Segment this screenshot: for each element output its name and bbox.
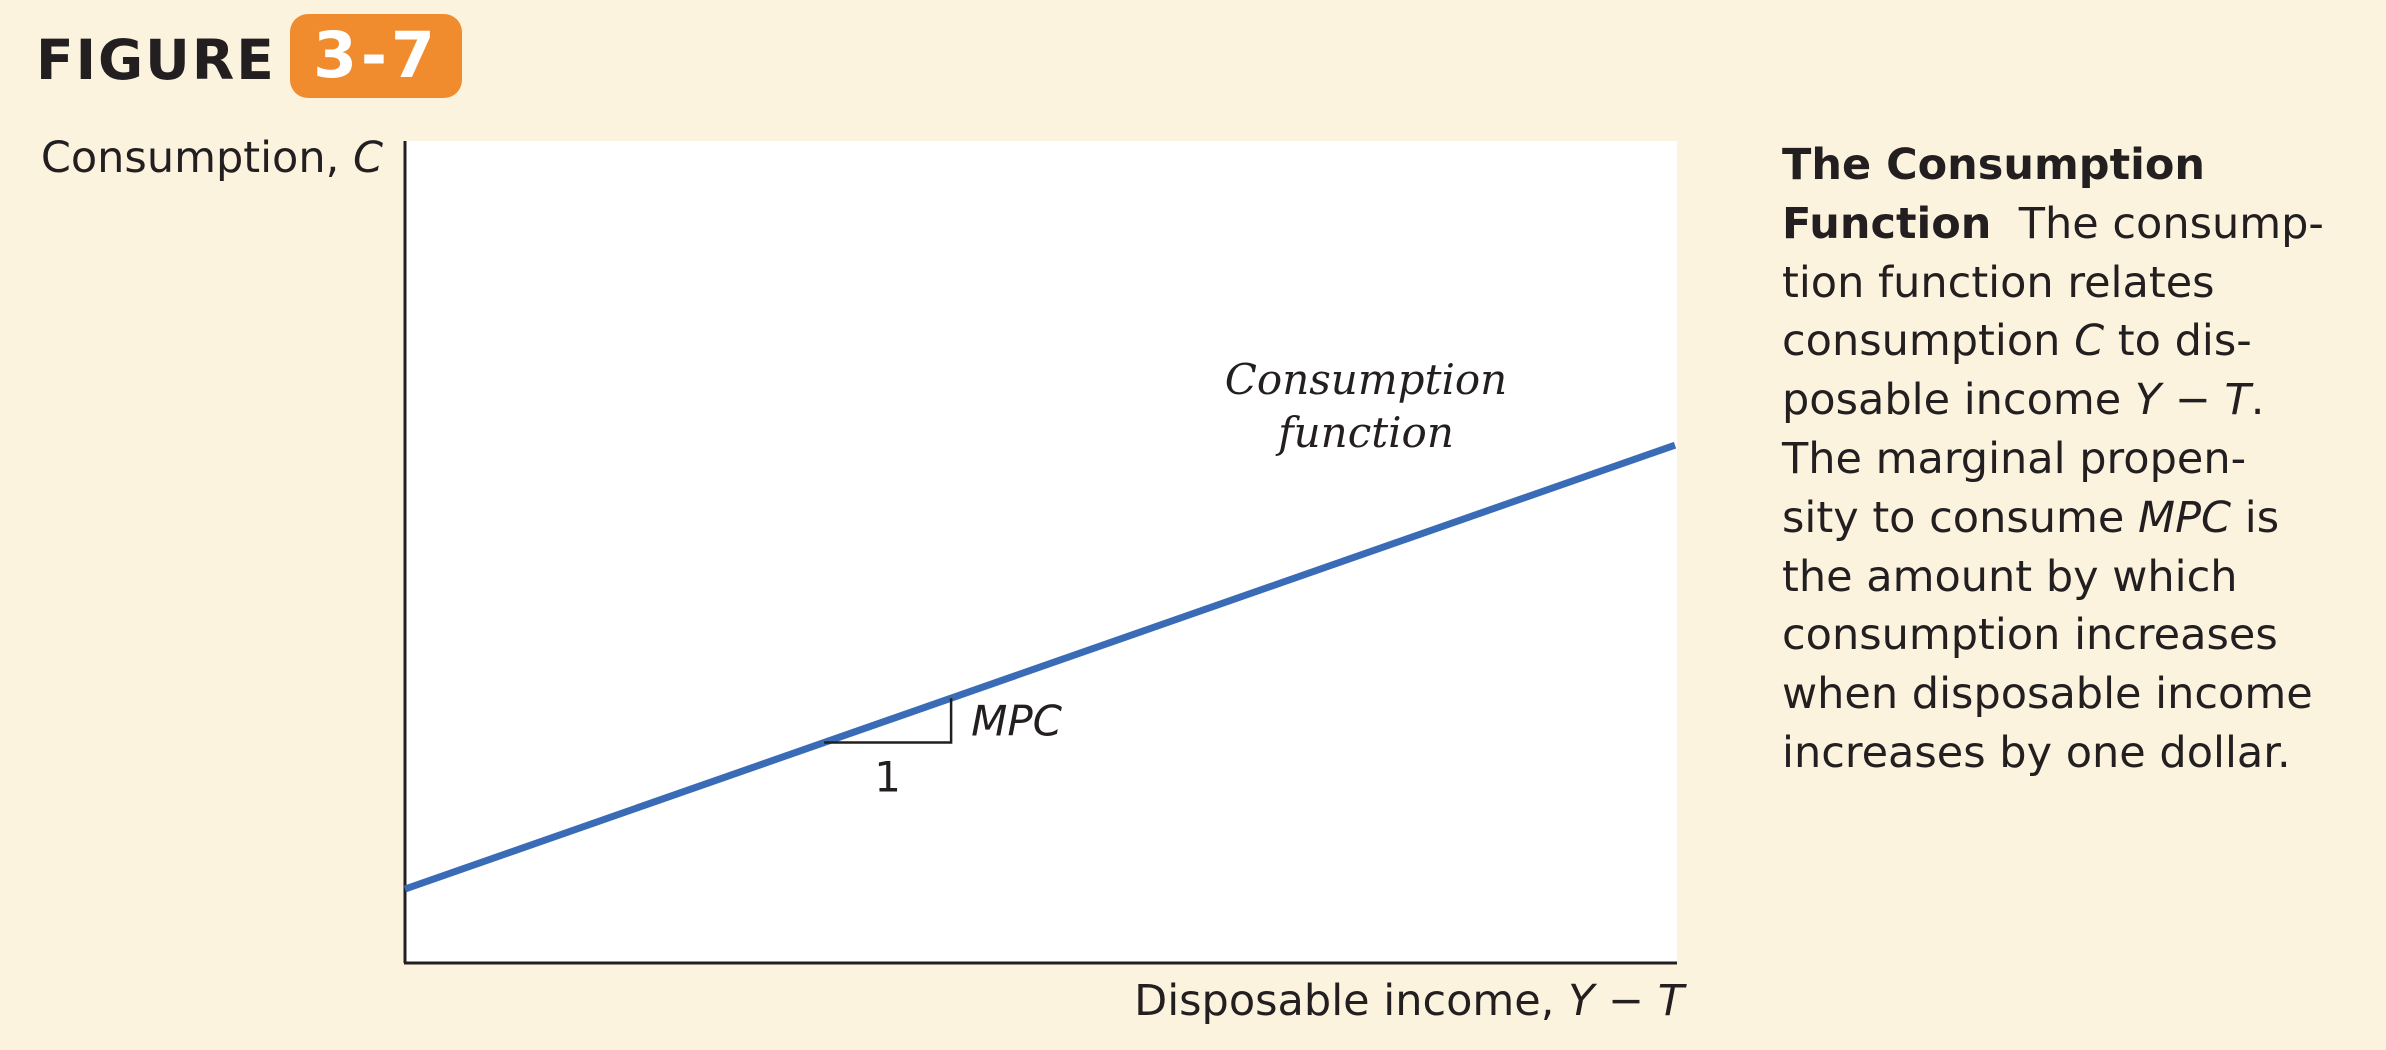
consumption-function-line — [403, 441, 1677, 893]
caption-variable: C — [2074, 316, 2105, 367]
x-axis-label-text: Disposable income, — [1134, 976, 1569, 1026]
caption-text: when disposable income — [1782, 669, 2313, 720]
caption-text: consumption increases — [1782, 610, 2278, 661]
slope-rise-label: MPC — [971, 696, 1063, 745]
figure-caption: The Consumption Function The consump- ti… — [1782, 136, 2362, 783]
caption-text: to dis- — [2104, 316, 2252, 367]
caption-text: the amount by which — [1782, 551, 2238, 602]
caption-text: . — [2250, 375, 2265, 426]
figure-label: FIGURE — [36, 28, 276, 92]
y-axis-label-text: Consumption, — [40, 133, 353, 183]
caption-text: sity to consume — [1782, 492, 2139, 543]
caption-title: The Consumption — [1782, 140, 2206, 190]
slope-triangle — [824, 698, 953, 744]
x-axis-label-variable: Y − T — [1568, 976, 1684, 1026]
caption-title: Function — [1782, 198, 1992, 249]
caption-variable: Y − T — [2134, 375, 2251, 426]
caption-text: posable income — [1782, 375, 2135, 426]
caption-text: consumption — [1782, 316, 2075, 367]
caption-text: tion function relates — [1782, 257, 2215, 308]
caption-variable: MPC — [2138, 492, 2232, 543]
figure-number-badge: 3-7 — [290, 14, 462, 98]
slope-run-label: 1 — [874, 753, 901, 802]
caption-text: The marginal propen- — [1782, 433, 2247, 484]
series-label: function — [1275, 408, 1454, 457]
y-axis-label-variable: C — [352, 133, 383, 183]
caption-text: is — [2231, 492, 2280, 543]
caption-text: increases by one dollar. — [1782, 727, 2291, 778]
plot-area — [405, 141, 1677, 963]
x-axis-label: Disposable income, Y − T — [1134, 976, 1684, 1026]
y-axis-label: Consumption, C — [41, 133, 383, 183]
caption-text: The consump- — [2018, 198, 2324, 249]
series-label: Consumption — [1225, 355, 1507, 404]
